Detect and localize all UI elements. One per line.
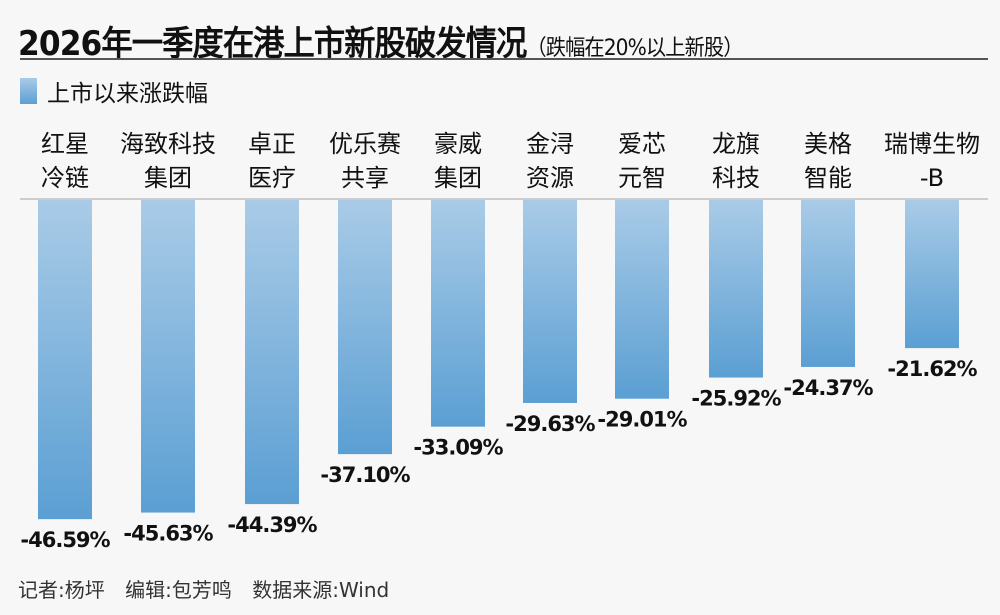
bar [38, 200, 92, 520]
title-text: 2026年一季度在港上市新股破发情况 [18, 24, 527, 64]
category-label: 优乐赛 [329, 130, 401, 158]
category-label: 金浔 [526, 130, 574, 158]
bar [905, 200, 959, 349]
category-label: 爱芯 [618, 130, 666, 158]
category-label: 龙旗 [712, 130, 760, 158]
bar [338, 200, 392, 455]
category-label: 医疗 [248, 164, 296, 192]
data-label: -24.37% [783, 376, 873, 400]
bar [709, 200, 763, 378]
legend-label: 上市以来涨跌幅 [47, 81, 208, 107]
title-divider [20, 58, 988, 60]
category-label: 资源 [526, 164, 574, 192]
data-label: -25.92% [691, 387, 781, 411]
category-label: 瑞博生物 [884, 130, 980, 158]
chart-title: 2026年一季度在港上市新股破发情况（跌幅在20%以上新股） [18, 16, 743, 65]
category-label: 海致科技 [120, 130, 216, 158]
category-label: 智能 [804, 164, 852, 192]
category-label: 冷链 [41, 164, 89, 192]
bar [801, 200, 855, 367]
category-label: 卓正 [248, 130, 296, 158]
data-source: 数据来源:Wind [252, 578, 390, 602]
footer: 记者:杨坪 编辑:包芳鸣 数据来源:Wind [18, 574, 403, 603]
category-label: 集团 [144, 164, 192, 192]
data-label: -45.63% [123, 522, 213, 546]
data-label: -21.62% [887, 357, 977, 381]
category-label: -B [920, 164, 944, 192]
category-label: 共享 [341, 164, 389, 192]
bar [615, 200, 669, 399]
category-label: 科技 [712, 164, 760, 192]
bar [431, 200, 485, 427]
category-label: 红星 [41, 130, 89, 158]
category-label: 美格 [804, 130, 852, 158]
bar [141, 200, 195, 513]
data-label: -44.39% [227, 513, 317, 537]
bar [245, 200, 299, 505]
category-label: 豪威 [434, 130, 482, 158]
data-label: -46.59% [20, 528, 110, 552]
data-label: -37.10% [320, 463, 410, 487]
legend-swatch [20, 78, 37, 104]
data-label: -29.63% [505, 412, 595, 436]
legend: 上市以来涨跌幅 [20, 74, 208, 108]
category-label: 元智 [618, 164, 666, 192]
bar [523, 200, 577, 403]
category-label: 集团 [434, 164, 482, 192]
data-label: -33.09% [413, 436, 503, 460]
data-label: -29.01% [597, 408, 687, 432]
editor-credit: 编辑:包芳鸣 [125, 578, 232, 602]
subtitle-text: （跌幅在20%以上新股） [526, 36, 743, 61]
reporter-credit: 记者:杨坪 [18, 578, 105, 602]
